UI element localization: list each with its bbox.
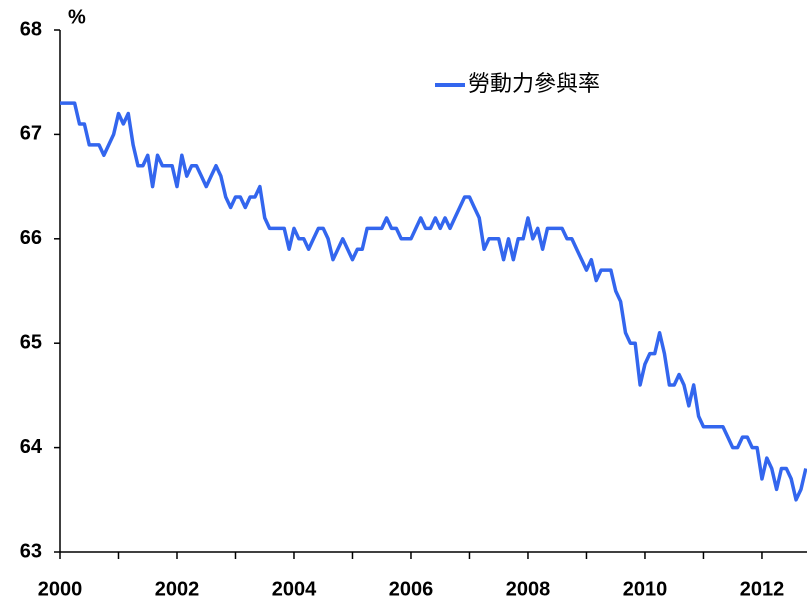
y-tick-label: 68 bbox=[20, 18, 42, 40]
x-tick-label: 2002 bbox=[155, 578, 200, 600]
x-tick-label: 2010 bbox=[623, 578, 668, 600]
x-tick-label: 2004 bbox=[272, 578, 317, 600]
y-tick-label: 63 bbox=[20, 540, 42, 562]
x-tick-label: 2012 bbox=[740, 578, 785, 600]
x-tick-label: 2000 bbox=[38, 578, 83, 600]
y-tick-label: 65 bbox=[20, 331, 42, 353]
line-series bbox=[60, 101, 807, 502]
legend-label: 勞動力參與率 bbox=[468, 71, 600, 96]
y-unit: % bbox=[68, 6, 86, 28]
y-tick-label: 67 bbox=[20, 123, 42, 145]
y-tick-label: 66 bbox=[20, 227, 42, 249]
x-tick-label: 2006 bbox=[389, 578, 434, 600]
y-tick-label: 64 bbox=[20, 436, 43, 458]
x-tick-label: 2008 bbox=[506, 578, 551, 600]
